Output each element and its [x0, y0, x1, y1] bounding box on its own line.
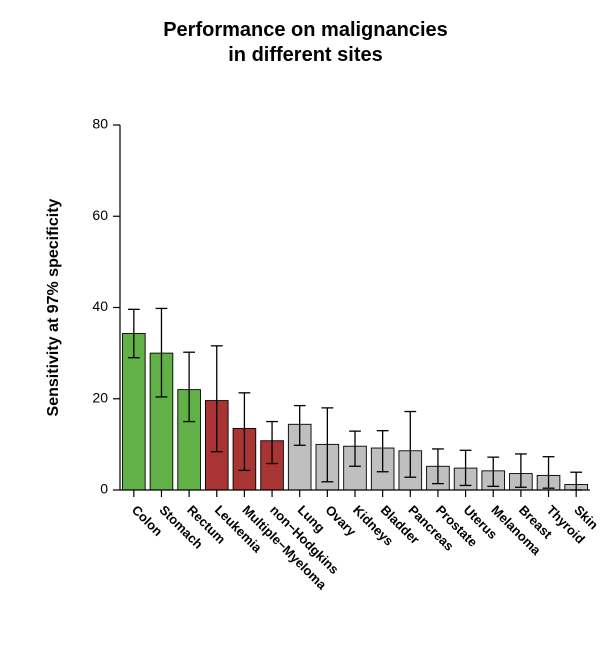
chart-title: Performance on malignancies in different… — [0, 18, 611, 68]
y-tick-label: 40 — [92, 298, 108, 314]
y-axis-label: Sensitivity at 97% specificity — [45, 198, 62, 416]
y-tick-label: 80 — [92, 116, 108, 132]
chart-svg: 0 20 40 60 80 Sensitivity at 97% specificity C… — [0, 0, 611, 652]
y-tick-label: 60 — [92, 207, 108, 223]
chart-container: Performance on malignancies in different… — [0, 0, 611, 652]
chart-title-line1: Performance on malignancies — [163, 19, 448, 41]
y-tick-label: 20 — [92, 389, 108, 405]
x-tick-label: Colon — [129, 502, 166, 539]
y-tick-label: 0 — [100, 481, 108, 497]
chart-title-line2: in different sites — [228, 44, 382, 66]
